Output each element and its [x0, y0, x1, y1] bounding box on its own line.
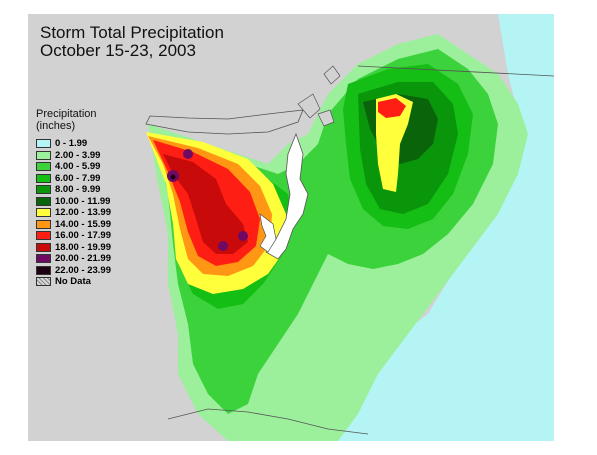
region-0-2in — [328, 14, 554, 441]
legend-label: 6.00 - 7.99 — [55, 172, 101, 184]
legend-label: 20.00 - 21.99 — [55, 253, 111, 265]
legend-title: Precipitation — [36, 108, 97, 120]
legend-item: 12.00 - 13.99 — [36, 207, 111, 219]
legend-swatch — [36, 254, 51, 264]
legend-label: 10.00 - 11.99 — [55, 195, 111, 207]
region-20-22in-b — [183, 149, 193, 159]
legend-swatch — [36, 185, 51, 195]
legend-units: (inches) — [36, 120, 76, 132]
legend-label: 4.00 - 5.99 — [55, 161, 101, 173]
legend-label: 8.00 - 9.99 — [55, 184, 101, 196]
legend-item: 14.00 - 15.99 — [36, 219, 111, 231]
legend-items: 0 - 1.99 2.00 - 3.99 4.00 - 5.99 6.00 - 7.9… — [36, 138, 111, 288]
legend: Precipitation (inches) 0 - 1.99 2.00 - 3.… — [36, 108, 111, 288]
legend-label: 2.00 - 3.99 — [55, 149, 101, 161]
legend-swatch — [36, 277, 51, 287]
legend-label: 18.00 - 19.99 — [55, 241, 111, 253]
columbia-river — [167, 408, 369, 435]
map-title: Storm Total Precipitation — [40, 23, 224, 42]
legend-item: 8.00 - 9.99 — [36, 184, 111, 196]
legend-swatch — [36, 219, 51, 229]
legend-swatch — [36, 196, 51, 206]
legend-label: 12.00 - 13.99 — [55, 207, 111, 219]
legend-item: 2.00 - 3.99 — [36, 150, 111, 162]
region-20-22in-d — [238, 231, 248, 241]
legend-item: 20.00 - 21.99 — [36, 253, 111, 265]
legend-item: 6.00 - 7.99 — [36, 173, 111, 185]
region-18-20in — [163, 154, 248, 254]
legend-item: 10.00 - 11.99 — [36, 196, 111, 208]
pacific-coast — [28, 14, 176, 441]
legend-label: 22.00 - 23.99 — [55, 264, 111, 276]
legend-item: 22.00 - 23.99 — [36, 265, 111, 277]
precipitation-map — [28, 14, 554, 441]
puget-sound — [265, 132, 309, 260]
hood-canal — [259, 213, 277, 253]
legend-swatch — [36, 231, 51, 241]
legend-label: 16.00 - 17.99 — [55, 230, 111, 242]
islands — [297, 65, 341, 127]
legend-item: 18.00 - 19.99 — [36, 242, 111, 254]
legend-swatch — [36, 162, 51, 172]
legend-swatch — [36, 242, 51, 252]
legend-label: 14.00 - 15.99 — [55, 218, 111, 230]
legend-swatch — [36, 139, 51, 149]
legend-item: 0 - 1.99 — [36, 138, 111, 150]
legend-swatch — [36, 265, 51, 275]
map-graphic — [28, 14, 554, 441]
canada-border — [357, 65, 554, 77]
legend-item: 4.00 - 5.99 — [36, 161, 111, 173]
region-22-24in — [170, 174, 176, 180]
region-20-22in-c — [218, 241, 228, 251]
map-subtitle: October 15-23, 2003 — [40, 41, 196, 60]
legend-swatch — [36, 150, 51, 160]
legend-item: 16.00 - 17.99 — [36, 230, 111, 242]
legend-item: No Data — [36, 276, 111, 288]
legend-label: 0 - 1.99 — [55, 138, 88, 150]
legend-swatch — [36, 173, 51, 183]
legend-label: No Data — [55, 276, 91, 288]
legend-swatch — [36, 208, 51, 218]
